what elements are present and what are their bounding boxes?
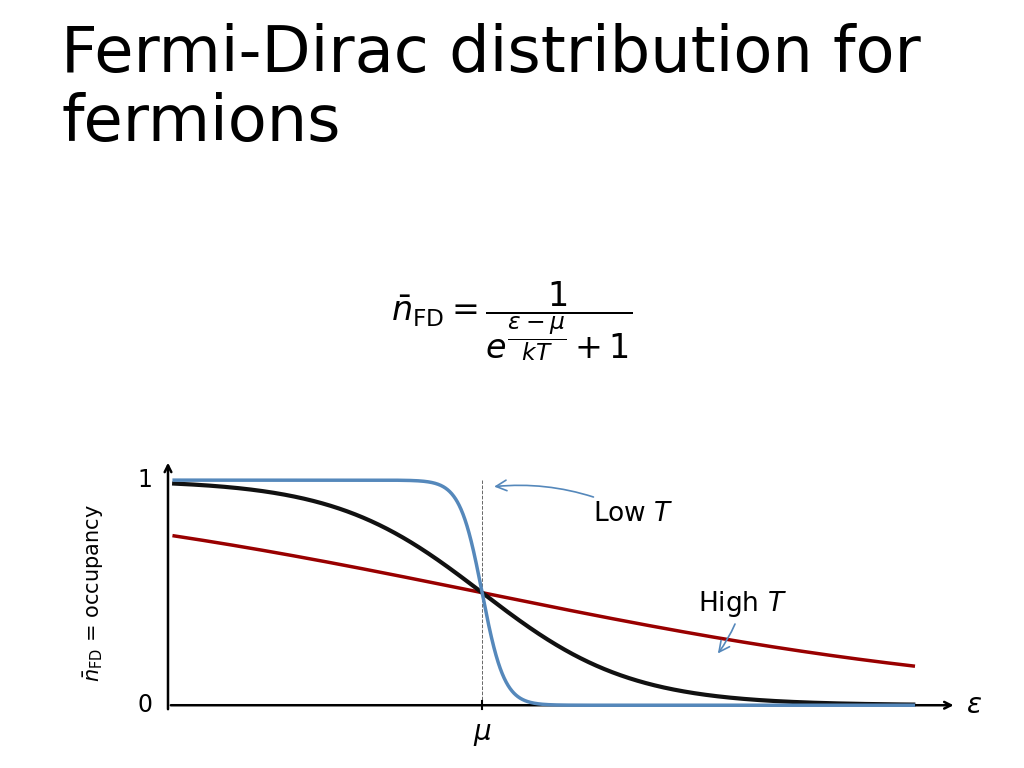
Text: Fermi-Dirac distribution for
fermions: Fermi-Dirac distribution for fermions xyxy=(61,23,922,154)
Text: High $T$: High $T$ xyxy=(697,589,786,652)
Text: $\mu$: $\mu$ xyxy=(473,720,492,748)
Text: 0: 0 xyxy=(137,694,153,717)
Text: Low $T$: Low $T$ xyxy=(496,480,674,527)
Text: $\epsilon$: $\epsilon$ xyxy=(966,691,982,720)
Text: $\bar{n}_{\mathrm{FD}} = \dfrac{1}{e^{\dfrac{\epsilon-\mu}{kT}} + 1}$: $\bar{n}_{\mathrm{FD}} = \dfrac{1}{e^{\d… xyxy=(391,280,633,363)
Text: 1: 1 xyxy=(137,468,153,492)
Text: $\bar{n}_{\mathrm{FD}}$ = occupancy: $\bar{n}_{\mathrm{FD}}$ = occupancy xyxy=(82,504,106,682)
